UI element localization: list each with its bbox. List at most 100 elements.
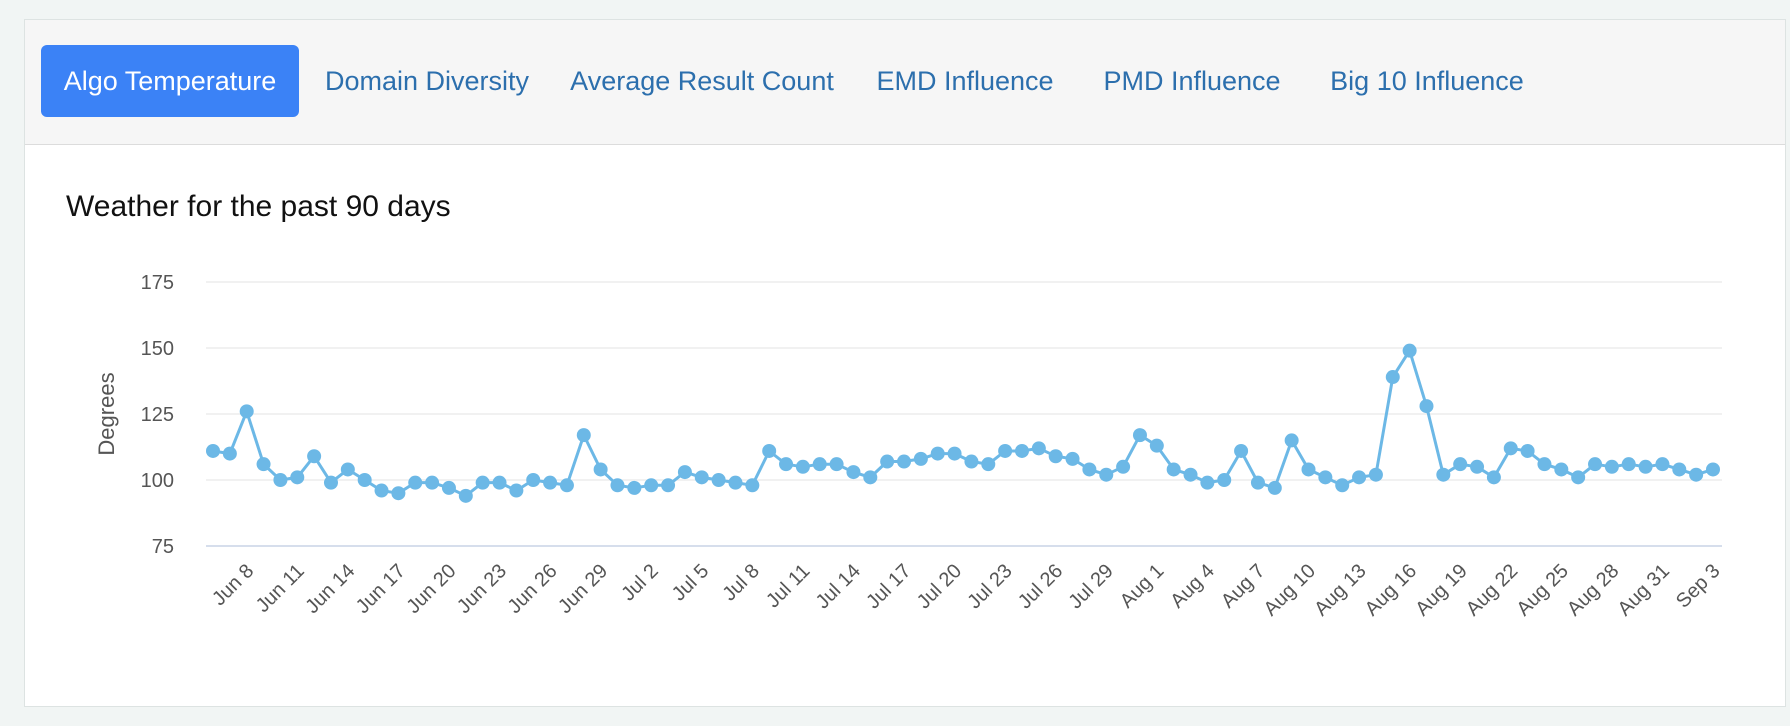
data-point [644, 478, 659, 493]
x-tick-label: Jun 29 [554, 560, 612, 618]
data-point [998, 443, 1013, 458]
x-tick-label: Jun 8 [208, 560, 258, 610]
data-point [1486, 470, 1501, 485]
data-point [1352, 470, 1367, 485]
data-point [492, 475, 507, 490]
data-point [829, 457, 844, 472]
data-point [1234, 443, 1249, 458]
data-point [1436, 467, 1451, 482]
data-point [1031, 441, 1046, 456]
data-point [1132, 428, 1147, 443]
data-point [1082, 462, 1097, 477]
data-point [239, 404, 254, 419]
x-tick-label: Jul 11 [762, 560, 814, 612]
x-tick-label: Aug 13 [1310, 560, 1370, 620]
data-point [1419, 399, 1434, 414]
data-point [1655, 457, 1670, 472]
data-point [812, 457, 827, 472]
tab-big-10-influence[interactable]: Big 10 Influence [1330, 65, 1524, 96]
data-point [1318, 470, 1333, 485]
x-tick-label: Sep 3 [1672, 560, 1725, 613]
x-tick-label: Aug 4 [1166, 560, 1219, 613]
x-tick-label: Jul 8 [718, 560, 763, 605]
data-point [1335, 478, 1350, 493]
x-tick-label: Aug 19 [1411, 560, 1471, 620]
data-point [1604, 459, 1619, 474]
data-point [441, 480, 456, 495]
x-tick-label: Aug 10 [1260, 560, 1320, 620]
tab-pmd-influence[interactable]: PMD Influence [1103, 65, 1281, 96]
data-point [1638, 459, 1653, 474]
data-point [509, 483, 524, 498]
data-point [206, 443, 220, 458]
data-point [930, 446, 945, 461]
data-point [1453, 457, 1468, 472]
data-point [391, 486, 406, 501]
data-point [1200, 475, 1215, 490]
data-point [1520, 443, 1535, 458]
data-point [1588, 457, 1603, 472]
data-point [1706, 462, 1720, 477]
data-point [863, 470, 878, 485]
data-point [1284, 433, 1299, 448]
data-point [880, 454, 895, 469]
y-axis-label: Degrees [94, 372, 119, 455]
data-point [795, 459, 810, 474]
x-tick-label: Jul 5 [668, 560, 713, 605]
data-point [1149, 438, 1164, 453]
data-point [1217, 473, 1232, 487]
y-tick-label: 150 [141, 338, 174, 360]
data-point [1301, 462, 1316, 477]
chart-card: Algo Temperature Domain Diversity Averag… [24, 19, 1786, 707]
data-point [1099, 467, 1114, 482]
x-tick-label: Jun 11 [252, 560, 309, 617]
data-point [1368, 467, 1383, 482]
data-point [425, 475, 440, 490]
data-point [408, 475, 423, 490]
data-point [458, 488, 473, 503]
data-point [627, 480, 642, 495]
tab-domain-diversity[interactable]: Domain Diversity [324, 65, 530, 96]
data-point [374, 483, 389, 498]
data-point [846, 465, 861, 480]
data-point [964, 454, 979, 469]
x-tick-label: Jun 14 [301, 560, 359, 618]
data-point [1065, 451, 1080, 466]
x-tick-label: Jul 2 [617, 560, 662, 605]
data-point [1385, 370, 1400, 385]
tab-average-result-count[interactable]: Average Result Count [570, 65, 834, 96]
data-point [290, 470, 305, 485]
data-point [981, 457, 996, 472]
x-tick-label: Jun 20 [402, 560, 460, 618]
x-tick-label: Jul 26 [1014, 560, 1067, 613]
data-point [1116, 459, 1131, 474]
tab-bar: Algo Temperature Domain Diversity Averag… [25, 20, 1785, 145]
data-point [273, 473, 288, 487]
data-point [1183, 467, 1198, 482]
data-point [357, 473, 372, 487]
x-tick-label: Jun 17 [352, 560, 410, 618]
data-point [307, 449, 322, 464]
data-point [745, 478, 760, 493]
x-tick-label: Aug 16 [1361, 560, 1421, 620]
data-point [559, 478, 574, 493]
data-point [593, 462, 608, 477]
x-tick-label: Jun 26 [504, 560, 562, 618]
data-point [222, 446, 237, 461]
x-tick-label: Aug 31 [1614, 560, 1674, 620]
data-point [1014, 443, 1029, 458]
data-point [1503, 441, 1518, 456]
tab-algo-temperature[interactable]: Algo Temperature [41, 45, 299, 117]
y-tick-label: 125 [141, 404, 174, 426]
data-point [1267, 480, 1282, 495]
x-tick-label: Jul 23 [963, 560, 1016, 613]
data-point [947, 446, 962, 461]
data-point [1537, 457, 1552, 472]
data-point [1621, 457, 1636, 472]
data-point [661, 478, 676, 493]
data-point [1048, 449, 1063, 464]
x-tick-label: Jul 14 [812, 560, 865, 613]
data-point [913, 451, 928, 466]
data-point [728, 475, 743, 490]
tab-emd-influence[interactable]: EMD Influence [876, 65, 1054, 96]
